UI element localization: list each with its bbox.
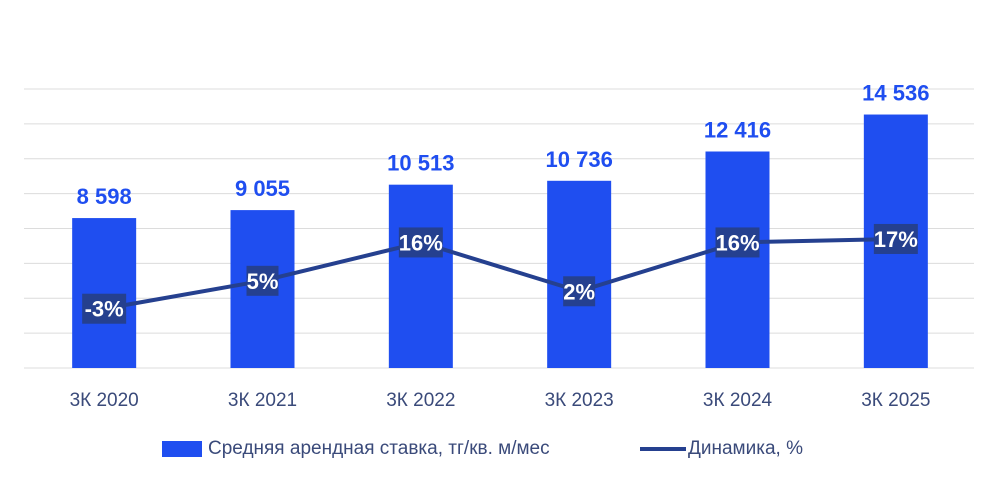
percent-label: 16% <box>398 227 443 258</box>
bar-value-label: 9 055 <box>235 176 290 201</box>
gridlines <box>24 88 974 369</box>
x-tick-label: 3К 2024 <box>703 390 773 411</box>
legend: Средняя арендная ставка, тг/кв. м/мес Ди… <box>0 436 997 462</box>
percent-label-box <box>715 227 760 258</box>
percent-label-text: 16% <box>715 230 759 255</box>
percent-label-text: 2% <box>563 279 595 304</box>
percent-label-box <box>246 265 279 296</box>
percent-labels: -3% 5% 16% 2% 16% 17% <box>82 223 918 324</box>
percent-label-box <box>82 293 127 324</box>
percent-label: 17% <box>873 223 918 254</box>
percent-label: 5% <box>246 265 279 296</box>
bar-value-labels: 8 598 9 055 10 513 10 736 12 416 14 536 <box>77 81 930 210</box>
legend-item-line: Динамика, % <box>640 436 803 462</box>
percent-label: -3% <box>82 293 127 324</box>
legend-line-label: Динамика, % <box>688 438 803 459</box>
x-tick-label: 3К 2025 <box>861 390 930 411</box>
percent-label-text: 5% <box>247 269 279 294</box>
bar-value-label: 8 598 <box>77 184 132 209</box>
bar <box>388 184 453 368</box>
percent-label-box <box>873 223 918 254</box>
line-path <box>103 236 896 311</box>
percent-label-text: 16% <box>399 230 443 255</box>
bar <box>705 151 770 368</box>
bar <box>72 218 137 368</box>
legend-line-swatch <box>640 447 686 451</box>
bar-value-label: 14 536 <box>862 81 929 106</box>
legend-item-bar: Средняя арендная ставка, тг/кв. м/мес <box>162 436 550 462</box>
bar-value-label: 12 416 <box>704 117 771 142</box>
chart-canvas: 8 598 9 055 10 513 10 736 12 416 14 536 -3% 5%… <box>24 81 974 411</box>
percent-label: 2% <box>563 276 596 307</box>
legend-bar-swatch <box>162 441 202 457</box>
percent-label-box <box>563 276 596 307</box>
percent-label: 16% <box>715 227 760 258</box>
x-tick-label: 3К 2022 <box>386 390 455 411</box>
bar-value-label: 10 736 <box>546 147 613 172</box>
x-tick-label: 3К 2021 <box>228 390 297 411</box>
x-tick-label: 3К 2020 <box>70 390 139 411</box>
x-axis-ticks: 3К 2020 3К 2021 3К 2022 3К 2023 3К 2024 3К 20… <box>70 390 931 411</box>
percent-label-text: 17% <box>874 227 918 252</box>
bar <box>547 180 612 368</box>
bar-value-label: 10 513 <box>387 151 454 176</box>
percent-label-box <box>398 227 443 258</box>
x-tick-label: 3К 2023 <box>545 390 614 411</box>
legend-bar-label: Средняя арендная ставка, тг/кв. м/мес <box>208 438 550 459</box>
percent-label-text: -3% <box>85 297 124 322</box>
line-series <box>103 236 896 311</box>
